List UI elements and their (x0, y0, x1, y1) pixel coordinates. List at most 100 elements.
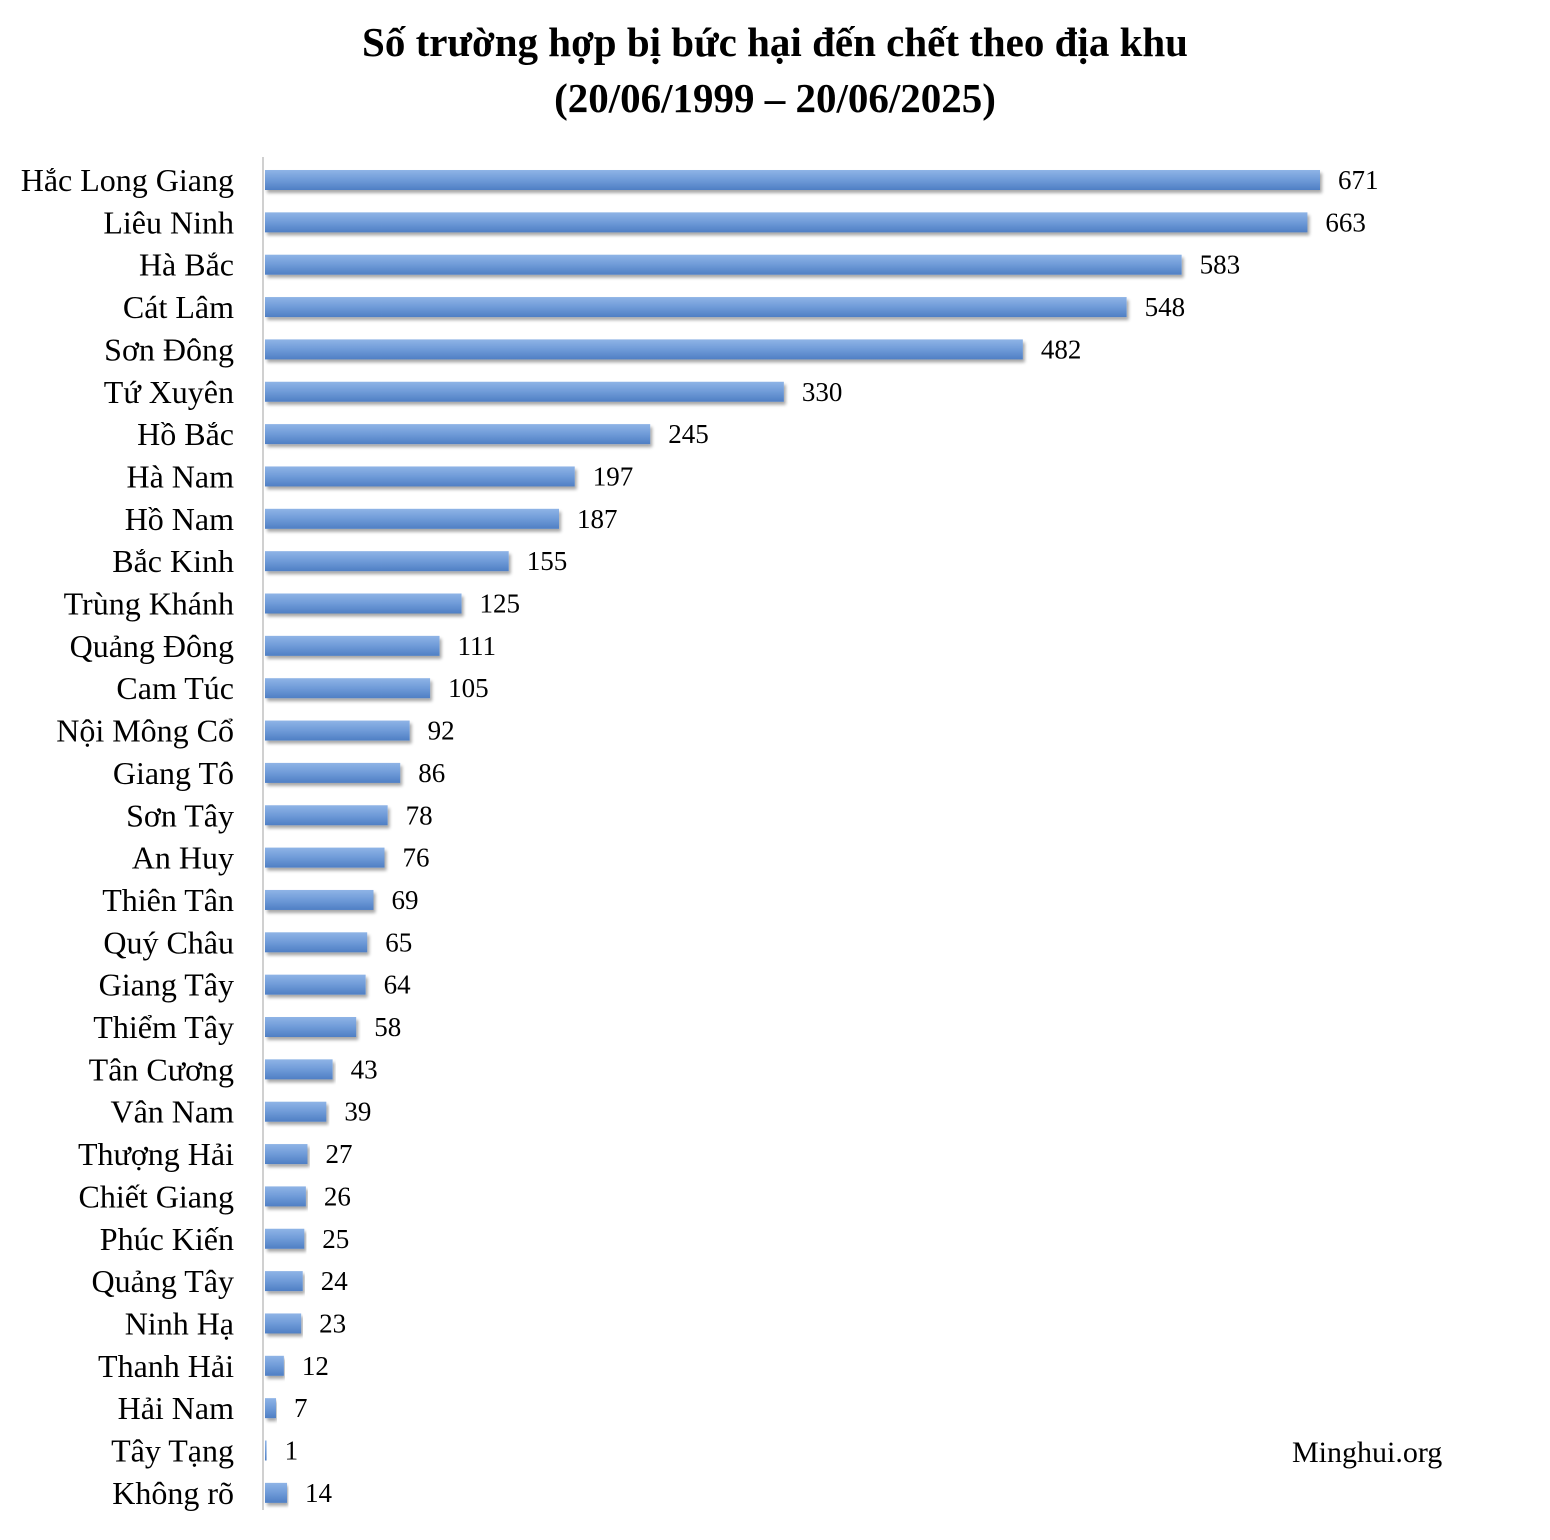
category-label: Sơn Tây (126, 797, 234, 833)
value-label: 1 (285, 1436, 299, 1466)
bar (265, 1313, 302, 1334)
value-label: 671 (1338, 165, 1379, 195)
bar (265, 720, 410, 741)
category-label: Tân Cương (89, 1051, 234, 1087)
value-label: 125 (480, 589, 521, 619)
value-label: 25 (322, 1224, 349, 1254)
category-label: Hà Bắc (139, 247, 234, 283)
category-label: Thiên Tân (102, 882, 234, 918)
value-label: 7 (294, 1393, 308, 1423)
value-label: 155 (527, 546, 568, 576)
category-label: Hồ Nam (125, 501, 234, 537)
category-label: Sơn Đông (104, 331, 234, 367)
chart-title-block: Số trường hợp bị bức hại đến chết theo đ… (0, 14, 1550, 126)
category-label: Quảng Tây (92, 1263, 234, 1299)
value-label: 26 (324, 1181, 351, 1211)
bar (265, 762, 401, 783)
bar (265, 508, 560, 529)
category-label: Nội Mông Cổ (56, 713, 234, 749)
value-label: 27 (325, 1139, 352, 1169)
value-label: 78 (406, 800, 433, 830)
category-label: Thanh Hải (98, 1348, 234, 1384)
value-label: 663 (1325, 207, 1366, 237)
bar (265, 1059, 333, 1080)
value-label: 245 (668, 419, 709, 449)
category-label: Vân Nam (110, 1094, 234, 1130)
watermark: Minghui.org (1292, 1436, 1443, 1469)
bar (265, 678, 431, 699)
value-label: 43 (351, 1054, 378, 1084)
value-labels: 6716635835484823302451971871551251111059… (285, 165, 1379, 1508)
category-label: Tây Tạng (111, 1433, 234, 1469)
bar (265, 381, 784, 402)
category-label: Tứ Xuyên (104, 374, 234, 410)
value-label: 76 (402, 843, 429, 873)
category-label: Hà Nam (126, 458, 234, 494)
bar (265, 170, 1320, 190)
value-label: 187 (577, 504, 618, 534)
value-label: 58 (374, 1012, 401, 1042)
category-label: Liêu Ninh (103, 204, 234, 240)
bar (265, 212, 1308, 233)
value-label: 92 (428, 716, 455, 746)
value-label: 548 (1145, 292, 1186, 322)
bar (265, 889, 374, 910)
value-label: 14 (305, 1478, 333, 1508)
category-label: Hồ Bắc (137, 416, 234, 452)
bar (265, 1186, 306, 1207)
category-label: Hắc Long Giang (21, 162, 234, 198)
value-label: 330 (802, 377, 843, 407)
value-label: 39 (344, 1097, 371, 1127)
category-label: Thiểm Tây (93, 1009, 234, 1045)
category-label: Quảng Đông (70, 628, 234, 664)
value-label: 105 (448, 673, 489, 703)
bar (265, 466, 575, 487)
value-label: 65 (385, 927, 412, 957)
bar (265, 1355, 284, 1376)
bar (265, 424, 651, 445)
category-label: An Huy (132, 840, 234, 876)
bar (265, 297, 1127, 318)
category-label: Không rõ (112, 1475, 234, 1511)
value-label: 583 (1200, 250, 1241, 280)
value-label: 111 (458, 631, 497, 661)
bar (265, 1101, 327, 1122)
category-label: Trùng Khánh (64, 586, 234, 622)
bar (265, 1144, 308, 1165)
value-label: 12 (302, 1351, 329, 1381)
category-label: Cam Túc (116, 670, 234, 706)
value-label: 482 (1041, 334, 1082, 364)
value-label: 64 (384, 970, 412, 1000)
bar (265, 1228, 305, 1249)
bar (265, 551, 509, 572)
value-label: 23 (319, 1308, 346, 1338)
bar (265, 635, 440, 656)
bar (265, 1398, 277, 1419)
bar (265, 1017, 357, 1037)
bars (265, 170, 1320, 1503)
category-label: Ninh Hạ (125, 1305, 234, 1341)
category-label: Cát Lâm (123, 289, 234, 325)
bar (265, 1482, 288, 1503)
bar (265, 932, 368, 953)
category-label: Bắc Kinh (112, 543, 234, 579)
category-label: Phúc Kiến (100, 1221, 234, 1257)
value-label: 24 (321, 1266, 349, 1296)
chart-title: Số trường hợp bị bức hại đến chết theo đ… (362, 19, 1188, 65)
bar (265, 1271, 303, 1292)
category-label: Thượng Hải (78, 1136, 234, 1172)
category-labels: Hắc Long Giang Liêu Ninh Hà Bắc Cát Lâm Sơn … (21, 162, 234, 1511)
chart-subtitle: (20/06/1999 – 20/06/2025) (554, 75, 996, 121)
bar (265, 974, 366, 995)
value-label: 197 (593, 461, 634, 491)
value-label: 86 (418, 758, 445, 788)
category-label: Quý Châu (103, 924, 234, 960)
value-label: 69 (391, 885, 418, 915)
category-label: Chiết Giang (78, 1178, 234, 1214)
category-label: Giang Tô (113, 755, 234, 791)
bar (265, 339, 1023, 360)
category-label: Giang Tây (99, 967, 234, 1003)
category-label: Hải Nam (118, 1390, 235, 1426)
bar (265, 593, 462, 614)
